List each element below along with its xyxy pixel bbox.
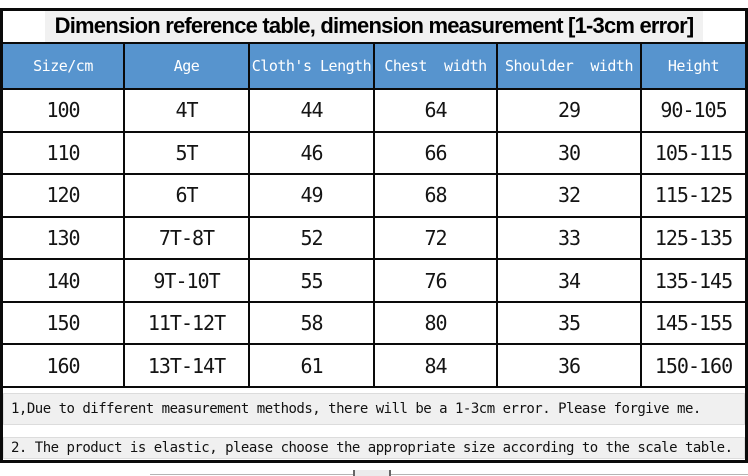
table-cell: 150-160 [640, 343, 745, 388]
title-band: Dimension reference table, dimension mea… [3, 11, 745, 42]
table-cell: 6T [123, 173, 250, 218]
table-cell: 120 [3, 173, 125, 218]
table-cell: 35 [496, 300, 642, 346]
table-body: 100 4T 44 64 29 90-105 110 5T 46 66 30 105-115 120 6T… [3, 88, 745, 388]
column-header: Size/cm [3, 42, 125, 90]
table-cell: 29 [496, 88, 642, 133]
table-cell: 76 [373, 258, 498, 303]
table-cell: 52 [248, 215, 375, 261]
table-cell: 90-105 [640, 88, 745, 133]
table-cell: 64 [373, 88, 498, 133]
table-cell: 66 [373, 130, 498, 176]
table-cell: 105-115 [640, 130, 745, 176]
table-cell: 36 [496, 343, 642, 388]
table-cell: 160 [3, 343, 125, 388]
table-row: 100 4T 44 64 29 90-105 [3, 88, 745, 133]
table-cell: 58 [248, 300, 375, 346]
table-cell: 140 [3, 258, 125, 303]
table-cell: 44 [248, 88, 375, 133]
column-header: Age [123, 42, 250, 90]
table-cell: 145-155 [640, 300, 745, 346]
footnote-measurement-error: 1,Due to different measurement methods, … [3, 393, 745, 425]
table-cell: 135-145 [640, 258, 745, 303]
column-header: Height [640, 42, 745, 90]
page-title: Dimension reference table, dimension mea… [44, 11, 704, 42]
table-cell: 115-125 [640, 173, 745, 218]
table-row: 120 6T 49 68 32 115-125 [3, 173, 745, 218]
table-cell: 7T-8T [123, 215, 250, 261]
table-cell: 9T-10T [123, 258, 250, 303]
table-cell: 34 [496, 258, 642, 303]
header-row: Size/cm Age Cloth's Length Chest width Shoul… [3, 42, 745, 90]
table-row: 140 9T-10T 55 76 34 135-145 [3, 258, 745, 303]
table-cell: 61 [248, 343, 375, 388]
table-cell: 33 [496, 215, 642, 261]
table-cell: 84 [373, 343, 498, 388]
table-cell: 80 [373, 300, 498, 346]
cropped-next-table-cell [353, 470, 391, 476]
table-cell: 55 [248, 258, 375, 303]
footnote-elastic: 2. The product is elastic, please choose… [3, 437, 745, 459]
table-cell: 30 [496, 130, 642, 176]
table-row: 130 7T-8T 52 72 33 125-135 [3, 215, 745, 261]
cropped-next-table-sliver [150, 474, 748, 475]
table-cell: 110 [3, 130, 125, 176]
table-cell: 150 [3, 300, 125, 346]
table-row: 110 5T 46 66 30 105-115 [3, 130, 745, 176]
table-cell: 125-135 [640, 215, 745, 261]
chart-frame: Dimension reference table, dimension mea… [0, 8, 748, 463]
table-cell: 5T [123, 130, 250, 176]
table-cell: 130 [3, 215, 125, 261]
table-cell: 4T [123, 88, 250, 133]
table-cell: 46 [248, 130, 375, 176]
column-header: Shoulder width [496, 42, 642, 90]
table-row: 150 11T-12T 58 80 35 145-155 [3, 300, 745, 346]
table-row: 160 13T-14T 61 84 36 150-160 [3, 343, 745, 388]
table-cell: 11T-12T [123, 300, 250, 346]
table-cell: 72 [373, 215, 498, 261]
table-cell: 49 [248, 173, 375, 218]
column-header: Cloth's Length [248, 42, 375, 90]
table-cell: 68 [373, 173, 498, 218]
table-cell: 32 [496, 173, 642, 218]
table-cell: 100 [3, 88, 125, 133]
table-cell: 13T-14T [123, 343, 250, 388]
size-table: Size/cm Age Cloth's Length Chest width Shoul… [3, 42, 745, 388]
column-header: Chest width [373, 42, 498, 90]
